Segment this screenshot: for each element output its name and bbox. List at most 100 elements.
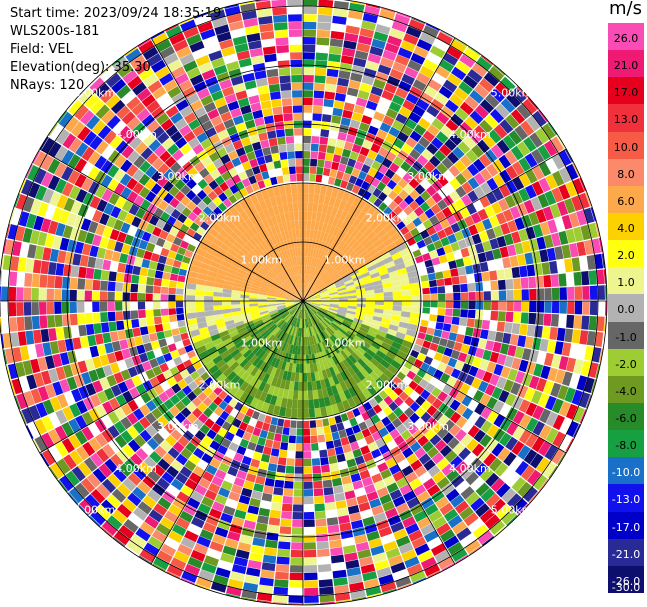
noise-gate xyxy=(547,219,558,234)
noise-gate xyxy=(349,151,359,161)
velocity-gate xyxy=(329,306,339,311)
noise-gate xyxy=(232,418,242,428)
noise-gate xyxy=(505,114,520,129)
noise-gate xyxy=(101,109,116,125)
velocity-gate xyxy=(250,397,260,408)
noise-gate xyxy=(240,104,252,115)
noise-gate xyxy=(62,276,71,289)
velocity-gate xyxy=(345,312,356,318)
noise-gate xyxy=(139,186,151,199)
noise-gate xyxy=(54,314,63,327)
velocity-gate xyxy=(278,341,285,351)
noise-gate xyxy=(224,404,234,415)
noise-gate xyxy=(342,444,352,454)
velocity-gate xyxy=(234,203,244,214)
velocity-gate xyxy=(303,399,309,409)
noise-gate xyxy=(424,563,441,577)
noise-gate xyxy=(493,64,506,76)
velocity-gate xyxy=(304,336,308,346)
noise-gate xyxy=(277,548,290,557)
noise-gate xyxy=(460,292,469,301)
noise-gate xyxy=(136,88,152,102)
velocity-gate xyxy=(305,238,310,248)
velocity-gate xyxy=(191,334,203,343)
noise-gate xyxy=(296,428,303,436)
velocity-gate xyxy=(296,274,300,284)
velocity-gate xyxy=(310,326,315,336)
noise-gate xyxy=(268,83,280,93)
noise-gate xyxy=(511,357,522,370)
noise-gate xyxy=(244,119,256,129)
noise-gate xyxy=(393,528,408,540)
noise-gate xyxy=(32,150,41,164)
velocity-gate xyxy=(300,345,303,355)
velocity-gate xyxy=(314,239,320,249)
noise-gate xyxy=(190,100,203,112)
velocity-gate xyxy=(268,246,276,256)
velocity-gate xyxy=(244,196,254,208)
velocity-gate xyxy=(240,221,250,232)
noise-gate xyxy=(159,46,175,59)
colorbar-unit: m/s xyxy=(609,0,642,19)
velocity-gate xyxy=(214,282,224,289)
noise-gate xyxy=(526,264,536,277)
noise-gate xyxy=(84,279,93,290)
noise-gate xyxy=(350,473,362,483)
noise-gate xyxy=(431,192,443,204)
velocity-gate xyxy=(186,289,196,296)
velocity-gate xyxy=(310,220,316,230)
noise-gate xyxy=(295,158,303,166)
noise-gate xyxy=(517,335,527,348)
noise-gate xyxy=(257,85,270,95)
velocity-gate xyxy=(319,231,326,242)
velocity-gate xyxy=(340,350,349,360)
velocity-gate xyxy=(258,210,267,221)
noise-gate xyxy=(118,125,132,140)
noise-gate xyxy=(172,523,187,537)
velocity-gate xyxy=(283,269,290,279)
noise-gate xyxy=(407,59,422,72)
velocity-gate xyxy=(286,258,292,268)
colorbar-segment xyxy=(608,23,644,51)
noise-gate xyxy=(351,519,364,530)
velocity-gate xyxy=(283,313,291,322)
velocity-gate xyxy=(243,317,253,324)
noise-gate xyxy=(510,109,526,125)
noise-gate xyxy=(523,136,537,152)
noise-gate xyxy=(126,540,143,555)
velocity-gate xyxy=(309,229,315,239)
velocity-gate xyxy=(343,368,352,379)
noise-gate xyxy=(382,406,393,416)
noise-gate xyxy=(114,241,124,253)
velocity-gate xyxy=(335,313,345,320)
velocity-gate xyxy=(385,217,391,223)
velocity-gate xyxy=(237,343,247,352)
noise-gate xyxy=(122,390,134,403)
velocity-gate xyxy=(274,224,281,234)
velocity-gate xyxy=(333,276,342,283)
noise-gate xyxy=(124,46,138,57)
ring-label: 3.00km xyxy=(407,420,449,433)
noise-gate xyxy=(551,153,565,170)
velocity-gate xyxy=(263,238,272,249)
velocity-gate xyxy=(316,312,324,319)
noise-gate xyxy=(380,581,397,593)
velocity-gate xyxy=(360,237,370,247)
noise-gate xyxy=(464,95,479,110)
velocity-gate xyxy=(352,338,362,347)
velocity-gate xyxy=(306,284,311,293)
velocity-gate xyxy=(206,247,218,257)
velocity-gate xyxy=(300,292,303,301)
noise-gate xyxy=(281,511,292,520)
velocity-gate xyxy=(293,336,298,346)
noise-gate xyxy=(151,170,163,183)
noise-gate xyxy=(294,143,303,151)
noise-gate xyxy=(124,458,138,472)
noise-gate xyxy=(8,302,17,317)
velocity-gate xyxy=(248,266,258,274)
noise-gate xyxy=(229,571,245,582)
velocity-gate xyxy=(268,289,278,294)
noise-gate xyxy=(152,157,164,170)
velocity-gate xyxy=(389,222,395,228)
noise-gate xyxy=(382,588,397,595)
